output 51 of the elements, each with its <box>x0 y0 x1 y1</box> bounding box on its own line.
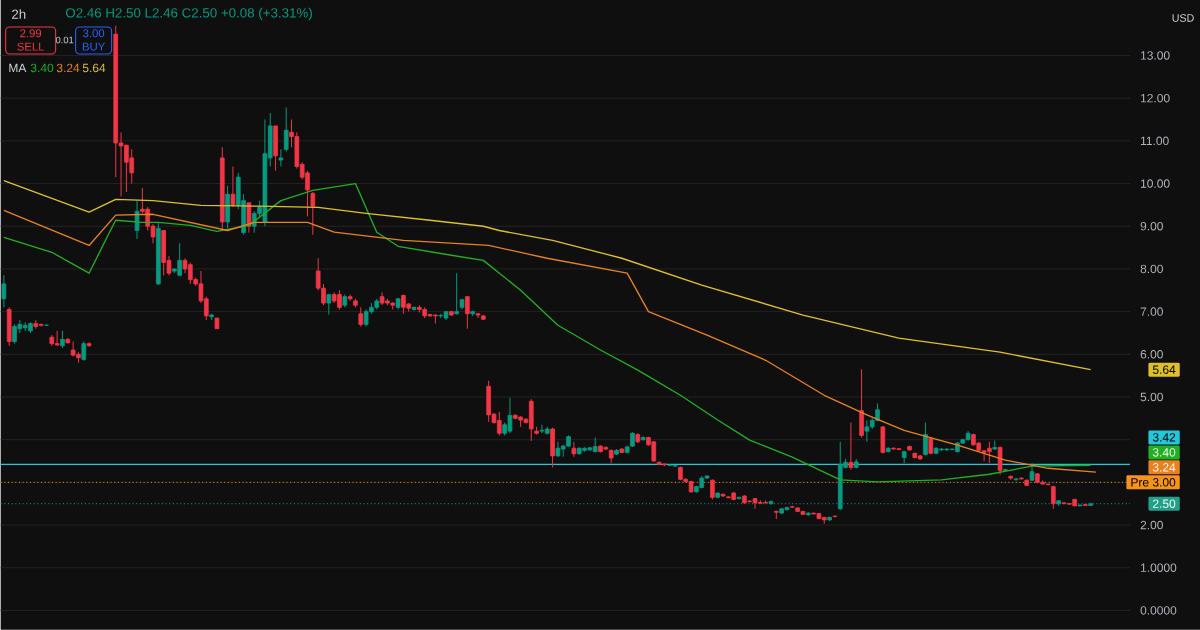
candlestick <box>923 422 928 457</box>
text: USD <box>1172 14 1194 22</box>
candlestick <box>230 166 236 208</box>
y-tick-label: 1.0000 <box>1141 563 1177 573</box>
candlestick <box>848 422 854 471</box>
annotation: 3.00 <box>83 29 105 38</box>
candlestick <box>347 294 353 302</box>
annotation: 5.64 <box>82 63 106 73</box>
y-tick-label: 5.00 <box>1140 392 1163 402</box>
annotation: BUY <box>82 42 106 51</box>
y-tick-label: 8.00 <box>1140 264 1163 274</box>
annotation: O2.46 H2.50 L2.46 C2.50 +0.08 (+3.31%) <box>65 7 312 21</box>
y-tick-label: 7.00 <box>1140 307 1163 317</box>
annotation: 3.24 <box>56 63 80 73</box>
ref-line-label: Pre 3.00 <box>1131 478 1176 487</box>
candlestick <box>278 149 284 168</box>
candlestick <box>86 342 92 348</box>
annotation: 3.40 <box>30 63 54 73</box>
candlestick <box>81 341 87 362</box>
text: 3.40 <box>1152 448 1176 457</box>
y-tick-label: 10.00 <box>1141 179 1170 188</box>
line-series <box>3 180 1092 371</box>
candlestick <box>134 200 140 240</box>
y-tick-label: 11.00 <box>1141 136 1169 146</box>
y-tick-label: 6.00 <box>1140 350 1163 359</box>
annotation: MA <box>9 63 27 73</box>
candlestick <box>358 307 364 328</box>
candlestick <box>283 107 289 153</box>
candlestick <box>454 272 459 316</box>
candlestick <box>710 479 715 501</box>
candlestick <box>326 294 332 316</box>
candlestick <box>411 306 417 312</box>
y-tick-label: 9.00 <box>1140 222 1163 231</box>
candlestick <box>640 435 646 442</box>
ref-line-label: 2.50 <box>1153 499 1176 509</box>
text: 3.24 <box>1152 463 1176 472</box>
y-tick-label: 12.00 <box>1141 94 1170 103</box>
ref-line-label: 3.42 <box>1152 433 1176 442</box>
candlestick <box>571 441 577 458</box>
y-tick-label: 13.00 <box>1141 51 1170 60</box>
candlestick <box>465 295 470 330</box>
text: 2h <box>12 9 26 19</box>
text: 5.64 <box>1152 365 1176 375</box>
candlestick <box>310 191 316 236</box>
annotation: 2.99 <box>20 29 42 38</box>
annotation: 0.01 <box>55 36 74 44</box>
annotation: SELL <box>17 42 45 51</box>
y-tick-label: 0.0000 <box>1140 606 1177 615</box>
y-tick-label: 2.00 <box>1140 520 1163 530</box>
candlestick <box>997 446 1003 476</box>
candlestick <box>1 275 7 309</box>
